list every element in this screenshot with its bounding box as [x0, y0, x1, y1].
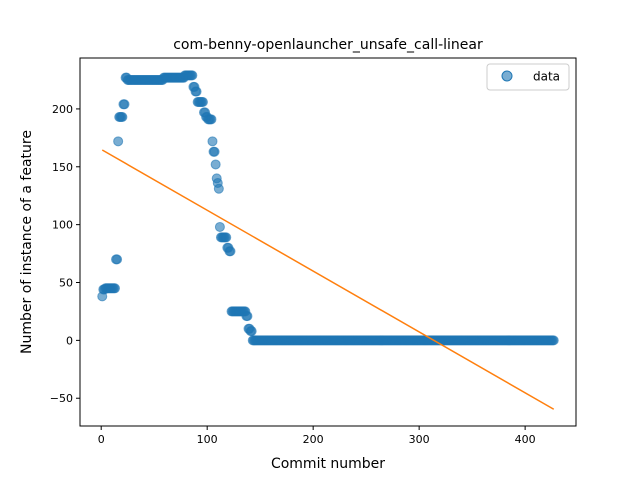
data-point [191, 86, 202, 97]
x-axis-label: Commit number [271, 456, 385, 472]
data-point [242, 311, 253, 322]
x-tick-label: 400 [515, 433, 536, 446]
data-points [97, 70, 559, 346]
legend-label: data [533, 70, 560, 84]
chart-title: com-benny-openlauncher_unsafe_call-linea… [173, 37, 483, 53]
data-point [221, 232, 232, 243]
data-point [197, 96, 208, 107]
data-point [548, 335, 559, 346]
y-axis-label: Number of instance of a feature [19, 130, 35, 354]
y-tick-label: 50 [59, 277, 73, 290]
data-point [210, 159, 221, 170]
y-tick-label: 0 [66, 334, 73, 347]
fit-line-group [101, 149, 555, 410]
fit-line [101, 149, 555, 410]
x-tick-label: 100 [197, 433, 218, 446]
legend-box [486, 63, 570, 91]
x-tick-label: 300 [409, 433, 430, 446]
plot-frame [79, 57, 577, 427]
data-point [109, 283, 120, 294]
data-point [214, 221, 225, 232]
data-point [209, 146, 220, 157]
x-tick-label: 200 [303, 433, 324, 446]
y-tick-label: 100 [52, 219, 73, 232]
data-point [213, 183, 224, 194]
data-point [206, 114, 217, 125]
y-tick-label: 150 [52, 161, 73, 174]
x-axis-ticks: 0 100 200 300 400 [98, 426, 536, 446]
data-point [112, 254, 123, 265]
data-point [246, 326, 257, 337]
data-point [113, 136, 124, 147]
data-point [119, 99, 130, 110]
data-point [225, 246, 236, 257]
data-point [207, 136, 218, 147]
data-point [117, 112, 128, 123]
y-tick-label: −50 [50, 392, 73, 405]
legend: data [486, 63, 570, 91]
x-tick-label: 0 [98, 433, 105, 446]
y-axis-ticks: −50 0 50 100 150 200 [50, 103, 80, 405]
legend-marker [501, 70, 513, 82]
y-tick-label: 200 [52, 103, 73, 116]
data-point [187, 70, 198, 81]
